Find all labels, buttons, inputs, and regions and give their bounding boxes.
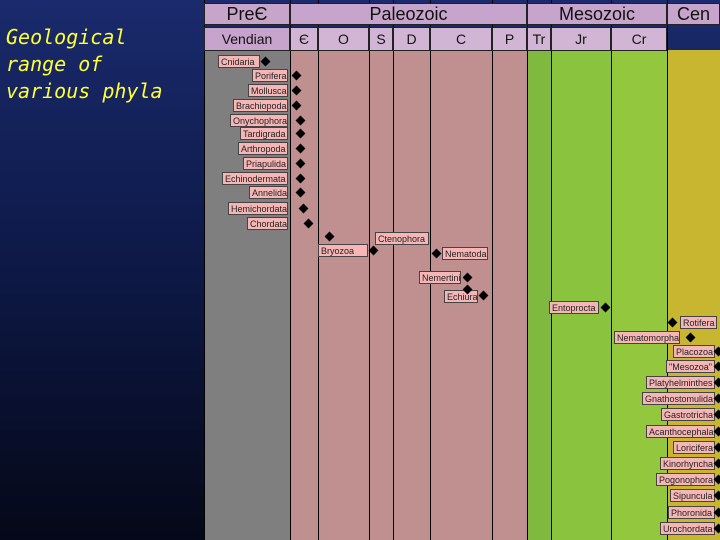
phylum-label-ctenophora: Ctenophora xyxy=(375,232,429,245)
phylum-label-chordata: Chordata xyxy=(247,217,288,230)
jurassic-column xyxy=(551,50,611,540)
phylum-label-arthropoda: Arthropoda xyxy=(238,142,288,155)
phylum-label-rotifera: Rotifera xyxy=(680,316,717,329)
phylum-label-phoronida: Phoronida xyxy=(668,506,715,519)
period-jurassic: Jr xyxy=(551,27,611,51)
divider-line xyxy=(551,0,552,540)
phylum-label-kinorhyncha: Kinorhyncha xyxy=(660,457,715,470)
divider-line xyxy=(318,0,319,540)
triassic-column xyxy=(527,50,551,540)
phylum-label-porifera: Porifera xyxy=(252,69,288,82)
phylum-label-nemertini: Nemertini xyxy=(419,271,461,284)
phylum-label-echiura: Echiura xyxy=(444,290,478,303)
period-cretaceous: Cr xyxy=(611,27,667,51)
phylum-label-urochordata: Urochordata xyxy=(660,522,715,535)
divider-line xyxy=(204,0,205,540)
era-cenozoic: Cen xyxy=(667,3,720,25)
phylum-label-hemichordata: Hemichordata xyxy=(228,202,288,215)
phylum-label-tardigrada: Tardigrada xyxy=(240,127,288,140)
period-silurian: S xyxy=(369,27,393,51)
divider-line xyxy=(430,0,431,540)
phylum-label-nematoda: Nematoda xyxy=(442,247,488,260)
phylum-label-nematomorpha: Nematomorpha xyxy=(614,331,680,344)
era-precambrian: PreЄ xyxy=(204,3,290,25)
divider-line xyxy=(369,0,370,540)
phylum-label-echinodermata: Echinodermata xyxy=(222,172,288,185)
phylum-label-gnathostomulida: Gnathostomulida xyxy=(642,392,715,405)
divider-line xyxy=(611,0,612,540)
divider-line xyxy=(393,0,394,540)
phylum-label-loricifera: Loricifera xyxy=(673,441,715,454)
era-mesozoic: Mesozoic xyxy=(527,3,667,25)
phylum-label-annelida: Annelida xyxy=(249,186,288,199)
era-paleozoic: Paleozoic xyxy=(290,3,527,25)
period-triassic: Tr xyxy=(527,27,551,51)
phylum-label-platyhelminthes: Platyhelminthes xyxy=(646,376,715,389)
phylum-label-onychophora: Onychophora xyxy=(230,114,288,127)
divider-line xyxy=(492,0,493,540)
phylum-label-mollusca: Mollusca xyxy=(248,84,288,97)
period-ordovician: O xyxy=(318,27,369,51)
slide-title: Geological range of various phyla xyxy=(6,25,163,103)
phylum-label-placozoa: Placozoa xyxy=(673,345,715,358)
phylum-label-brachiopoda: Brachiopoda xyxy=(233,99,288,112)
phylum-label-priapulida: Priapulida xyxy=(243,157,288,170)
phylum-label-sipuncula: Sipuncula xyxy=(670,489,715,502)
phylum-label-pogonophora: Pogonophora xyxy=(656,473,715,486)
phylum-label-acanthocephala: Acanthocephala xyxy=(646,425,715,438)
cretaceous-column xyxy=(611,50,667,540)
divider-line xyxy=(290,0,291,540)
period-cambrian: Є xyxy=(290,27,318,51)
divider-line xyxy=(667,0,668,540)
period-carboniferous: C xyxy=(430,27,492,51)
phylum-label-gastrotricha: Gastrotricha xyxy=(661,408,715,421)
period-permian: P xyxy=(492,27,527,51)
phylum-label-entoprocta: Entoprocta xyxy=(549,301,599,314)
period-devonian: D xyxy=(393,27,430,51)
phylum-label-cnidaria: Cnidaria xyxy=(218,55,260,68)
phylum-label-mesozoa: "Mesozoa" xyxy=(666,360,715,373)
divider-line xyxy=(527,0,528,540)
period-vendian: Vendian xyxy=(204,27,290,51)
phylum-label-bryozoa: Bryozoa xyxy=(318,244,368,257)
